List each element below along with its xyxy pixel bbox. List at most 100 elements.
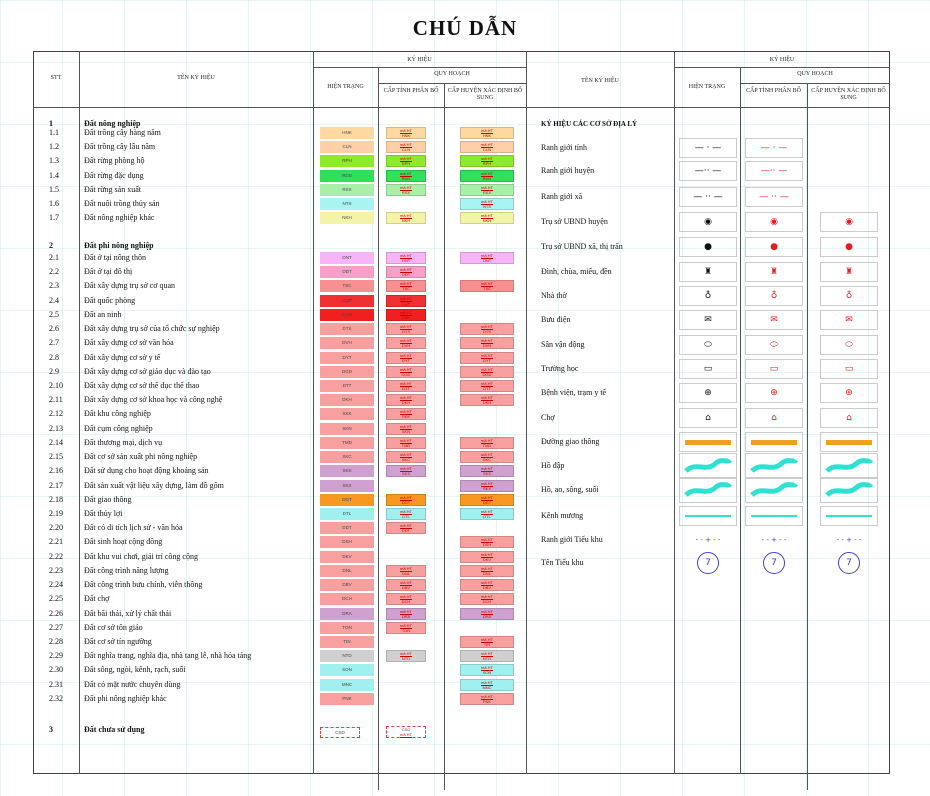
swatch-code: TSC: [483, 286, 491, 292]
post-office-icon: ✉: [820, 310, 878, 330]
row-stt: 2.3: [49, 281, 59, 291]
swatch-label: mã HT: [481, 693, 493, 699]
header-symbol: KÝ HIỆU: [407, 57, 432, 63]
district-swatch: mã HT DTS: [460, 323, 514, 336]
temple-icon: ♜: [820, 262, 878, 282]
dam-icon: [820, 453, 878, 479]
symbol-name: Đình, chùa, miếu, đền: [541, 267, 612, 276]
district-swatch: mã HT HNK: [460, 127, 514, 139]
divider: [674, 67, 890, 68]
swatch-code: NKH: [482, 218, 492, 224]
current-swatch: MNC: [320, 678, 374, 691]
symbol-name: Hồ đập: [541, 461, 565, 470]
symbol-name: Trường học: [541, 364, 579, 373]
divider: [444, 83, 445, 790]
row-stt: 2.6: [49, 324, 59, 334]
hospital-icon: ⊕: [745, 383, 803, 403]
row-name: Đất an ninh: [84, 309, 122, 319]
symbol-name: Trụ sở UBND huyện: [541, 217, 608, 226]
road-icon: [679, 432, 737, 452]
province-swatch: mã HT TSC: [386, 280, 426, 293]
province-swatch: mã HT DNL: [386, 564, 426, 577]
row-stt: 2.8: [49, 352, 59, 362]
page-title: CHÚ DẪN: [412, 16, 518, 40]
swatch-label: mã HT: [400, 423, 412, 429]
current-swatch: DCH: [320, 593, 374, 606]
swatch-code: DKV: [482, 556, 492, 562]
district-swatch: mã HT DTL: [460, 507, 514, 520]
swatch-label: mã HT: [481, 142, 493, 148]
header-name-right: TÊN KÝ HIỆU: [581, 78, 619, 84]
swatch-code: DTT: [483, 385, 491, 391]
province-swatch: mã HT RPH: [386, 155, 426, 168]
church-icon: ♁: [679, 286, 737, 306]
subzone-boundary-icon: - - + - -: [836, 536, 862, 544]
swatch-code: DTS: [402, 329, 410, 335]
swatch-code: RSX: [401, 189, 411, 195]
current-swatch: SON: [320, 664, 374, 677]
swatch-label: mã HT: [481, 281, 493, 287]
swatch-code: DNL: [401, 570, 410, 576]
swatch-label: mã HT: [400, 565, 412, 571]
row-name: Đất rừng đặc dụng: [84, 170, 144, 180]
district-swatch: mã HT DGD: [460, 365, 514, 378]
swatch-label: mã HT: [400, 452, 412, 458]
swatch-label: mã HT: [400, 309, 412, 315]
current-swatch: TSC: [320, 280, 374, 293]
school-icon: ▭: [820, 359, 878, 379]
current-swatch: CLN: [320, 141, 374, 154]
district-swatch: mã HT DCH: [460, 593, 514, 606]
province-swatch: mã HT SKK: [386, 408, 426, 421]
current-swatch: PNK: [320, 692, 374, 705]
row-stt: 2.13: [49, 423, 63, 433]
swatch-code: ONT: [482, 258, 492, 263]
swatch-code: DDT: [401, 528, 411, 534]
district-swatch: mã HT SKS: [460, 465, 514, 478]
row-stt: 2.5: [49, 309, 59, 319]
swatch-label: mã HT: [400, 594, 412, 600]
swatch-label: mã HT: [481, 679, 493, 685]
row-stt: 2.12: [49, 409, 63, 419]
swatch-label: mã HT: [481, 184, 493, 190]
row-stt: 1.2: [49, 142, 59, 152]
road-icon: [820, 432, 878, 452]
province-swatch: mã HT SKS: [386, 465, 426, 478]
swatch-code: TMD: [482, 442, 492, 448]
row-stt: 2.18: [49, 494, 63, 504]
province-swatch: mã HT ODT: [386, 266, 426, 279]
group-stt: 1: [49, 119, 53, 128]
province-swatch: mã HT DRA: [386, 607, 426, 620]
current-swatch: DTT: [320, 379, 374, 392]
row-stt: 2.27: [49, 622, 63, 632]
dam-icon: [679, 453, 737, 479]
current-swatch: TMD: [320, 436, 374, 449]
swatch-label: mã HT: [400, 409, 412, 415]
row-name: Đất khu công nghiệp: [84, 409, 151, 419]
symbol-name: Nhà thờ: [541, 291, 567, 300]
commune-boundary-icon: — ·· —: [745, 187, 803, 207]
divider: [674, 51, 675, 774]
row-stt: 2.15: [49, 452, 63, 462]
row-stt: 2.25: [49, 594, 63, 604]
province-swatch: mã HT CLN: [386, 141, 426, 154]
current-swatch: RPH: [320, 155, 374, 168]
swatch-label: mã HT: [481, 665, 493, 671]
district-swatch: mã HT NTD: [460, 650, 514, 663]
swatch-code: RPH: [401, 161, 411, 167]
group-name: Đất chưa sử dụng: [84, 725, 145, 734]
district-swatch: mã HT RSX: [460, 183, 514, 196]
row-stt: 2.32: [49, 693, 63, 703]
row-name: Đất thủy lợi: [84, 508, 123, 518]
district-boundary-icon: —·· —: [679, 161, 737, 181]
symbol-name: Tên Tiểu khu: [541, 558, 584, 567]
current-swatch: CAN: [320, 308, 374, 321]
subzone-boundary-icon: - - + - -: [761, 536, 787, 544]
commune-boundary-icon: — ·· —: [679, 187, 737, 207]
group-name: Đất phi nông nghiệp: [84, 241, 154, 250]
row-name: Đất sản xuất vật liệu xây dựng, làm đồ g…: [84, 480, 224, 490]
swatch-label: mã HT: [481, 380, 493, 386]
symbol-name: Ranh giới tỉnh: [541, 143, 588, 152]
symbol-name: Ranh giới Tiểu khu: [541, 535, 603, 544]
district-swatch: mã HT DGT: [460, 493, 514, 506]
swatch-code: PNK: [482, 698, 492, 704]
